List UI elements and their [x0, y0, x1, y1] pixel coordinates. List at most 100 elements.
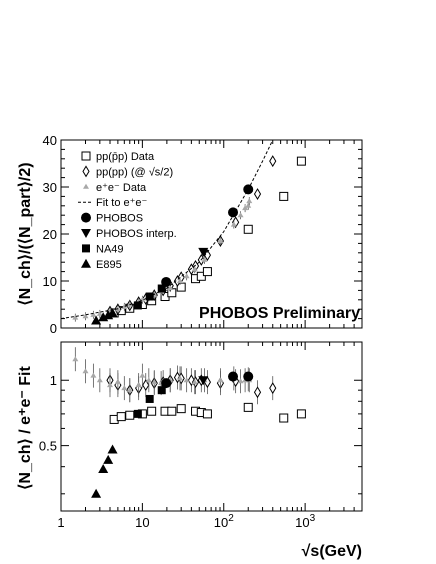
- legend-phobos-label: PHOBOS: [96, 213, 143, 225]
- pp-pp-s-2-point: [269, 155, 277, 168]
- pp-p-p-data-point: [202, 267, 212, 277]
- top-panel: 0 10 20 30 40: [43, 133, 363, 336]
- pp-p-p-data-point: [116, 412, 126, 422]
- e-e-data-point: [245, 202, 252, 208]
- legend-phobos-marker: [81, 212, 91, 223]
- e895-point: [103, 454, 114, 464]
- e895-point: [91, 488, 102, 498]
- e-e-data-point: [145, 377, 152, 383]
- legend-e895-marker: [81, 258, 91, 268]
- pp-p-p-data-point: [176, 404, 186, 414]
- x-axis-title: √s(GeV): [302, 543, 362, 560]
- phobos-point: [161, 276, 172, 287]
- e-e-data-point: [72, 314, 79, 320]
- e-e-data-point: [167, 285, 174, 291]
- phobos-point: [228, 371, 239, 382]
- x-tick-label: 103: [295, 513, 315, 530]
- e-e-data-point: [191, 379, 198, 385]
- bottom-y-tick-label: 0.5: [39, 439, 57, 454]
- bottom-panel: 1 10 102 103 0.5 1: [39, 342, 363, 530]
- x-tick-label: 1: [57, 515, 64, 530]
- phobos-point: [243, 371, 254, 382]
- e-e-data-point: [151, 379, 158, 385]
- top-y-tick-label: 30: [43, 180, 57, 195]
- e-e-data-point: [177, 278, 184, 283]
- phobos-point: [228, 207, 239, 218]
- e-e-data-point: [242, 205, 249, 211]
- e-e-data-point: [183, 273, 190, 279]
- e895-point: [107, 307, 118, 317]
- e-e-data-point: [96, 377, 103, 383]
- pp-p-p-data-point: [243, 402, 253, 412]
- bottom-y-tick-label: 1: [50, 373, 57, 388]
- e-e-data-point: [82, 313, 89, 319]
- legend-fit-to-e-e-label: Fit to e⁺e⁻: [96, 197, 148, 209]
- e-e-data-point: [237, 212, 244, 218]
- pp-pp-s-2-point: [253, 386, 262, 399]
- pp-p-p-data-point: [296, 409, 306, 419]
- x-tick-label: 102: [214, 513, 234, 530]
- pp-p-p-data-point: [125, 410, 135, 420]
- phobos-interp-point: [198, 247, 209, 257]
- e-e-data-point: [106, 382, 113, 388]
- e-e-data-point: [230, 221, 237, 227]
- top-y-tick-label: 0: [50, 321, 57, 336]
- bottom-y-axis-title: ⟨N_ch⟩ / e⁺e⁻ Fit: [17, 366, 34, 490]
- fit-line: [60, 139, 274, 320]
- legend-phobos-interp-label: PHOBOS interp.: [96, 228, 177, 240]
- e895-point: [91, 315, 102, 325]
- e-e-data-point: [177, 375, 184, 381]
- legend-na49-marker: [82, 244, 90, 253]
- e-e-data-point: [217, 238, 224, 244]
- pp-p-p-data-point: [202, 409, 212, 419]
- e-e-data-point: [191, 266, 198, 272]
- bottom-plot-frame: [60, 341, 363, 512]
- e-e-data-point: [126, 301, 133, 307]
- na49-point: [157, 284, 166, 293]
- e-e-data-point: [246, 198, 253, 204]
- pp-p-p-data-point: [279, 413, 289, 423]
- top-y-tick-label: 20: [43, 227, 57, 242]
- phobos-point: [243, 184, 254, 195]
- legend-pp-p-p-data-label: pp(p̄p) Data: [96, 151, 155, 163]
- pp-p-p-data-point: [196, 271, 206, 281]
- legend: pp(p̄p) Data pp(pp) (@ √s/2) e⁺e⁻ Data Fit …: [78, 151, 177, 271]
- phobos-point: [161, 378, 172, 389]
- pp-pp-s-2-point: [142, 379, 150, 392]
- top-y-axis-title: ⟨N_ch⟩/(⟨N_part⟩/2): [17, 162, 34, 305]
- legend-na49-label: NA49: [96, 243, 124, 255]
- prelim-annotation: PHOBOS Preliminary: [199, 305, 360, 322]
- legend-e-e-data-marker: [83, 183, 89, 189]
- e-e-data-point: [114, 379, 121, 385]
- pp-p-p-data-point: [147, 406, 157, 416]
- e-e-data-point: [121, 303, 128, 309]
- e895-point: [98, 464, 109, 474]
- pp-pp-s-2-point: [269, 382, 277, 395]
- top-y-tick-label: 40: [43, 133, 57, 148]
- e895-point: [107, 444, 118, 454]
- x-tick-label: 10: [135, 515, 149, 530]
- legend-pp-pp-s-2-marker: [82, 165, 90, 178]
- phobos-interp-point: [198, 376, 209, 386]
- na49-point: [145, 394, 154, 403]
- e-e-data-point: [139, 372, 146, 378]
- e-e-data-point: [90, 372, 97, 378]
- e-e-data-point: [96, 310, 103, 316]
- na49-point: [133, 301, 142, 310]
- pp-p-p-data-point: [296, 156, 306, 166]
- legend-e-e-data-label: e⁺e⁻ Data: [96, 182, 147, 194]
- na49-point: [133, 409, 142, 418]
- e-e-data-point: [72, 356, 79, 362]
- pp-p-p-data-point: [167, 406, 177, 416]
- pp-p-p-data-point: [243, 224, 253, 234]
- top-y-tick-label: 10: [43, 274, 57, 289]
- legend-pp-p-p-data-marker: [81, 151, 91, 161]
- na49-point: [145, 292, 154, 301]
- e-e-data-point: [237, 378, 244, 384]
- e895-point: [103, 310, 114, 320]
- na49-point: [157, 386, 166, 395]
- e-e-data-point: [135, 382, 142, 388]
- e-e-data-point: [121, 385, 128, 391]
- pp-pp-s-2-point: [203, 249, 212, 262]
